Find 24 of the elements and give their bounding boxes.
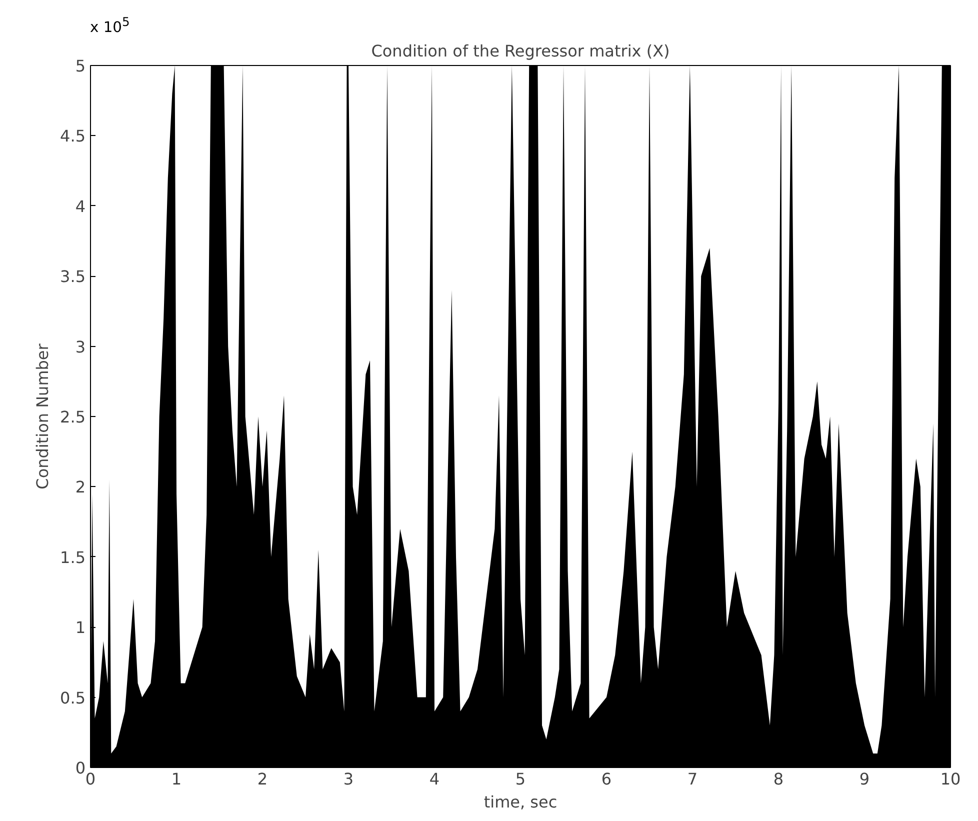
y-tick-label: 3.5 [60,267,86,286]
x-tick-label: 2 [257,770,268,788]
x-tick-label: 6 [601,770,612,788]
y-tick-label: 5 [75,56,86,76]
x-tick-label: 7 [687,770,698,788]
y-axis-title: Condition Number [33,343,52,490]
x-tick-label: 10 [940,770,961,788]
x-tick-label: 4 [429,770,440,788]
x-axis-title: time, sec [484,792,558,812]
y-tick-label: 3 [75,337,86,356]
chart-title: Condition of the Regressor matrix (X) [371,42,670,60]
y-tick-label: 4.5 [60,126,86,146]
x-tick-label: 5 [515,770,526,788]
x-tick-label: 1 [171,770,182,788]
text: x 10$^{5}$ [90,14,130,38]
y-tick-label: 2.5 [60,408,86,426]
y-tick-label: 4 [75,196,86,216]
y-tick-label: 2 [75,478,86,497]
y-tick-label: 1.5 [60,548,86,567]
y-tick-label: 0.5 [60,688,86,708]
x-tick-label: 3 [343,770,354,788]
x-tick-label: 9 [859,770,870,788]
x-tick-label: 8 [773,770,784,788]
y-tick-label: 1 [75,618,86,638]
